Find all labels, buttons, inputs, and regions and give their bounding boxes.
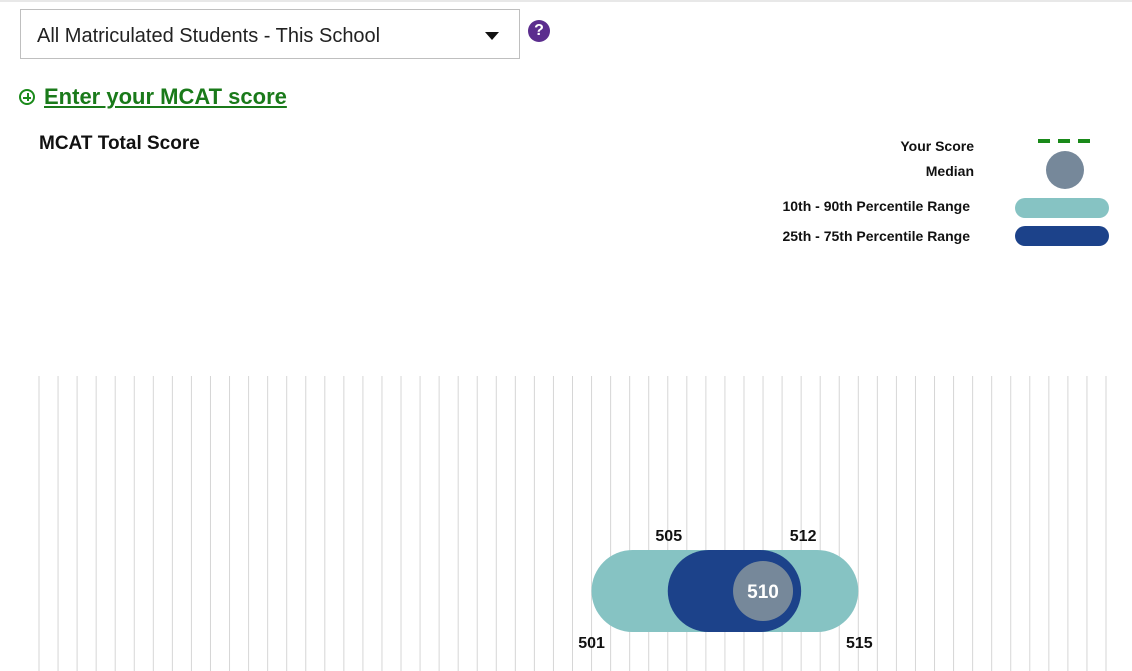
range-plot: 510 505 512 501 515 <box>38 376 1107 671</box>
select-value: All Matriculated Students - This School <box>37 25 381 47</box>
student-group-select[interactable]: All Matriculated Students - This School <box>20 9 520 59</box>
help-icon[interactable]: ? <box>528 20 550 42</box>
p90-label: 515 <box>846 635 873 652</box>
plus-circle-icon[interactable] <box>19 89 35 105</box>
legend-your-score-label: Your Score <box>900 138 974 154</box>
legend-p25-75-swatch <box>1015 226 1109 246</box>
enter-mcat-score-label[interactable]: Enter your MCAT score <box>44 84 287 109</box>
median-label: 510 <box>747 582 779 603</box>
p25-label: 505 <box>655 528 682 545</box>
top-border <box>0 0 1132 2</box>
legend-p10-90-label: 10th - 90th Percentile Range <box>782 198 970 214</box>
enter-mcat-score-link[interactable]: Enter your MCAT score <box>19 84 287 110</box>
p10-label: 501 <box>578 635 605 652</box>
median-marker <box>733 561 794 621</box>
p75-label: 512 <box>790 528 817 545</box>
legend-your-score-swatch <box>1038 139 1090 143</box>
chevron-down-icon[interactable] <box>485 32 499 40</box>
chart-title: MCAT Total Score <box>39 133 200 154</box>
legend-median-label: Median <box>925 163 974 179</box>
legend-p10-90-swatch <box>1015 198 1109 218</box>
legend-median-swatch <box>1046 151 1084 189</box>
legend-p25-75-label: 25th - 75th Percentile Range <box>782 228 970 244</box>
